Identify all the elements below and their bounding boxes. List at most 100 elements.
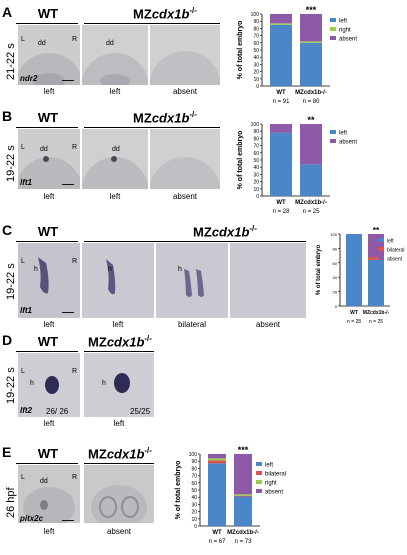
legend-swatch-bilateral bbox=[256, 471, 262, 475]
embryo-image-mut bbox=[84, 465, 154, 523]
bar-segment-left bbox=[346, 234, 362, 306]
y-tick-label: 70 bbox=[191, 474, 197, 480]
legend-swatch-absent bbox=[330, 36, 336, 40]
embryo-image-wt bbox=[18, 129, 80, 189]
x-tick-label: MZcdx1b-/- bbox=[295, 200, 327, 206]
scale-bar bbox=[62, 312, 74, 313]
embryo-image-mut-bilateral bbox=[156, 243, 228, 318]
mutant-underline bbox=[84, 23, 220, 24]
y-axis-label: % of total embryo bbox=[175, 461, 182, 520]
legend-swatch-right bbox=[330, 27, 336, 31]
mutant-underline bbox=[84, 463, 154, 464]
stacked-bar-chart-c: % of total embryo 0 20 40 60 80 100 WT n = 28MZc… bbox=[316, 226, 405, 325]
y-tick-label: 30 bbox=[253, 172, 259, 178]
n-label: n = 73 bbox=[235, 539, 253, 545]
caption: absent bbox=[172, 87, 198, 96]
legend-swatch-absent bbox=[330, 139, 336, 143]
label-left: L bbox=[21, 368, 25, 375]
bar-segment-absent bbox=[368, 234, 384, 258]
label-h: h bbox=[178, 266, 182, 273]
y-tick-label: 20 bbox=[333, 290, 338, 295]
bar-segment-left bbox=[208, 463, 226, 526]
wt-underline bbox=[16, 241, 78, 242]
bar-segment-absent bbox=[300, 14, 322, 42]
label-right: R bbox=[72, 36, 78, 43]
y-tick-label: 10 bbox=[253, 187, 259, 193]
wt-underline bbox=[16, 351, 78, 352]
y-tick-label: 100 bbox=[251, 12, 260, 18]
n-label: n = 28 bbox=[347, 319, 361, 325]
bar-segment-absent bbox=[270, 124, 292, 133]
label-left: L bbox=[21, 36, 25, 43]
mutant-header: MZcdx1b-/- bbox=[88, 446, 152, 462]
y-tick-label: 90 bbox=[253, 129, 259, 135]
n-label: n = 25 bbox=[369, 319, 383, 325]
panel-letter: A bbox=[2, 4, 13, 20]
wt-underline bbox=[16, 463, 78, 464]
embryo-image-wt bbox=[18, 465, 80, 523]
caption: absent bbox=[106, 527, 132, 536]
wt-header: WT bbox=[37, 334, 59, 349]
bar-segment-left bbox=[270, 24, 292, 86]
y-tick-label: 40 bbox=[253, 165, 259, 171]
n-label: n = 91 bbox=[273, 99, 291, 105]
mutant-underline bbox=[84, 351, 154, 352]
caption: absent bbox=[172, 192, 198, 201]
y-tick-label: 70 bbox=[253, 144, 259, 150]
label-left: L bbox=[21, 258, 25, 265]
wt-header: WT bbox=[37, 110, 59, 125]
y-tick-label: 40 bbox=[333, 275, 338, 280]
y-tick-label: 40 bbox=[191, 495, 197, 501]
n-label: n = 80 bbox=[303, 99, 321, 105]
y-tick-label: 100 bbox=[330, 232, 337, 237]
caption: left bbox=[43, 192, 55, 201]
y-tick-label: 50 bbox=[253, 158, 259, 164]
mutant-header: MZcdx1b-/- bbox=[133, 110, 197, 126]
caption: left bbox=[112, 320, 124, 329]
label-right: R bbox=[72, 258, 78, 265]
x-tick-label: MZcdx1b-/- bbox=[295, 90, 327, 96]
legend-swatch-left bbox=[330, 18, 336, 22]
y-tick-label: 20 bbox=[253, 180, 259, 186]
label-h: h bbox=[108, 266, 112, 273]
embryo-count: 26/ 26 bbox=[46, 407, 69, 416]
y-tick-label: 60 bbox=[333, 261, 338, 266]
stage-label: 21-22 s bbox=[5, 43, 17, 80]
y-tick-label: 60 bbox=[253, 41, 259, 47]
y-tick-label: 40 bbox=[253, 55, 259, 61]
mutant-underline bbox=[84, 241, 306, 242]
legend-swatch-bilateral bbox=[378, 247, 384, 251]
embryo-image-wt bbox=[18, 243, 80, 318]
embryo-image-mut-left bbox=[82, 129, 148, 189]
label-dd: dd bbox=[40, 146, 48, 153]
label-right: R bbox=[72, 474, 78, 481]
legend-label: bilateral bbox=[387, 248, 405, 254]
caption: bilateral bbox=[177, 320, 206, 329]
y-tick-label: 0 bbox=[194, 524, 197, 530]
legend-swatch-right bbox=[256, 480, 262, 484]
y-tick-label: 80 bbox=[333, 246, 338, 251]
y-tick-label: 90 bbox=[253, 19, 259, 25]
caption: left bbox=[109, 192, 121, 201]
x-tick-label: MZcdx1b-/- bbox=[227, 530, 259, 536]
y-tick-label: 90 bbox=[191, 459, 197, 465]
bar-segment-bilateral bbox=[208, 460, 226, 464]
bar-segment-left bbox=[300, 42, 322, 86]
bar-segment-left bbox=[368, 259, 384, 306]
panel-letter: D bbox=[2, 332, 13, 348]
legend-label: left bbox=[339, 131, 347, 137]
scale-bar bbox=[62, 520, 74, 521]
panel-letter: B bbox=[2, 108, 13, 124]
bar-segment-right bbox=[270, 23, 292, 25]
y-tick-label: 80 bbox=[253, 26, 259, 32]
y-tick-label: 10 bbox=[253, 77, 259, 83]
panel-letter: E bbox=[2, 444, 12, 460]
caption: left bbox=[113, 419, 125, 428]
scale-bar bbox=[62, 80, 74, 81]
y-tick-label: 20 bbox=[253, 70, 259, 76]
embryo-image-wt bbox=[18, 25, 80, 85]
bar-segment-left bbox=[270, 132, 292, 196]
legend-label: absent bbox=[339, 140, 357, 146]
y-tick-label: 50 bbox=[253, 48, 259, 54]
label-dd: dd bbox=[106, 40, 114, 47]
